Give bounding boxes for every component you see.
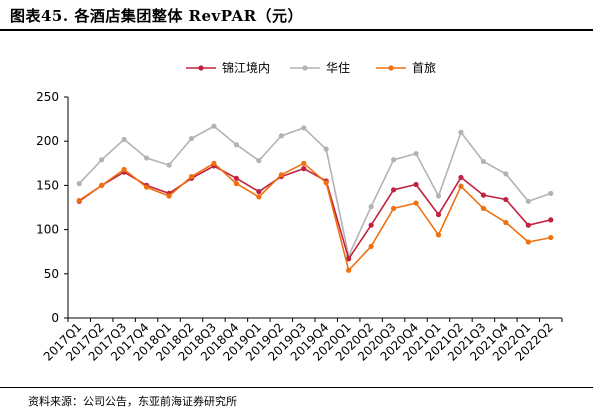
legend-marker-锦江境内 xyxy=(198,65,204,71)
y-tick-label-0: 0 xyxy=(51,311,59,325)
data-point-华住-2018Q3 xyxy=(211,123,217,129)
data-point-首旅-2020Q3 xyxy=(390,205,397,211)
data-point-华住-2019Q4 xyxy=(323,146,329,152)
data-point-华住-2019Q3 xyxy=(301,125,307,131)
data-point-华住-2020Q3 xyxy=(390,157,397,163)
data-point-首旅-2019Q1 xyxy=(256,194,262,200)
data-point-首旅-2021Q4 xyxy=(503,219,509,226)
chart-series xyxy=(76,123,554,273)
data-point-首旅-2017Q1 xyxy=(76,197,82,204)
title-divider xyxy=(0,29,593,31)
legend-label-华住: 华住 xyxy=(326,61,350,75)
data-point-锦江境内-2022Q1 xyxy=(525,222,531,228)
data-point-锦江境内-2020Q1 xyxy=(346,256,352,262)
series-line-锦江境内 xyxy=(78,165,551,260)
data-point-锦江境内-2020Q3 xyxy=(390,187,397,193)
data-point-华住-2019Q1 xyxy=(256,158,262,164)
data-point-锦江境内-2019Q3 xyxy=(301,166,307,172)
data-point-锦江境内-2021Q1 xyxy=(435,211,442,218)
data-point-锦江境内-2019Q1 xyxy=(256,188,262,195)
legend-marker-华住 xyxy=(302,65,308,71)
y-tick-label-250: 250 xyxy=(36,90,59,104)
data-point-华住-2021Q1 xyxy=(435,193,442,199)
data-point-首旅-2017Q2 xyxy=(99,182,105,188)
data-point-华住-2022Q1 xyxy=(525,198,531,204)
data-point-锦江境内-2022Q2 xyxy=(548,217,554,223)
data-point-华住-2017Q1 xyxy=(76,181,82,187)
source-note: 资料来源：公司公告，东亚前海证券研究所 xyxy=(28,395,237,408)
data-point-华住-2018Q1 xyxy=(166,162,172,168)
legend-label-首旅: 首旅 xyxy=(412,61,436,75)
chart-legend: 锦江境内 华住 首旅 xyxy=(186,60,436,75)
data-point-华住-2020Q4 xyxy=(413,150,419,157)
data-point-首旅-2021Q3 xyxy=(480,205,487,211)
data-point-锦江境内-2020Q4 xyxy=(413,181,419,188)
data-point-首旅-2019Q4 xyxy=(323,180,329,186)
y-tick-label-50: 50 xyxy=(44,267,59,281)
series-line-华住 xyxy=(78,125,552,257)
data-point-首旅-2017Q3 xyxy=(121,166,127,173)
chart-title: 图表45. 各酒店集团整体 RevPAR（元） xyxy=(10,7,304,25)
data-point-锦江境内-2020Q2 xyxy=(368,222,374,228)
data-point-锦江境内-2021Q3 xyxy=(480,192,487,198)
data-point-首旅-2022Q2 xyxy=(548,234,554,241)
legend-marker-首旅 xyxy=(388,65,394,71)
data-point-华住-2019Q2 xyxy=(278,133,284,139)
data-point-首旅-2017Q4 xyxy=(143,184,150,190)
legend-label-锦江境内: 锦江境内 xyxy=(222,60,270,75)
data-point-首旅-2021Q1 xyxy=(435,232,442,238)
data-point-首旅-2018Q3 xyxy=(211,160,217,166)
data-point-首旅-2022Q1 xyxy=(525,239,531,245)
y-tick-label-150: 150 xyxy=(36,178,59,192)
data-point-首旅-2018Q1 xyxy=(166,193,172,199)
data-point-华住-2017Q4 xyxy=(143,155,150,161)
data-point-华住-2021Q3 xyxy=(480,158,487,165)
y-tick-label-200: 200 xyxy=(36,134,59,148)
footer-divider xyxy=(0,387,593,388)
chart-axes: 0501001502002502017Q12017Q22017Q32017Q42… xyxy=(36,90,563,364)
data-point-首旅-2018Q4 xyxy=(233,181,240,187)
data-point-首旅-2018Q2 xyxy=(188,173,195,180)
data-point-首旅-2019Q2 xyxy=(278,172,284,178)
data-point-华住-2018Q4 xyxy=(233,142,240,148)
y-tick-label-100: 100 xyxy=(36,223,59,237)
data-point-华住-2022Q2 xyxy=(548,190,554,196)
data-point-首旅-2019Q3 xyxy=(301,160,307,166)
data-point-首旅-2021Q2 xyxy=(458,183,464,189)
data-point-华住-2021Q2 xyxy=(458,129,464,135)
data-point-首旅-2020Q4 xyxy=(413,200,419,206)
data-point-锦江境内-2021Q4 xyxy=(503,196,509,203)
data-point-首旅-2020Q2 xyxy=(368,243,374,249)
data-point-锦江境内-2018Q4 xyxy=(233,175,240,181)
series-line-首旅 xyxy=(78,162,551,272)
data-point-华住-2018Q2 xyxy=(188,135,195,142)
revpar-line-chart: 锦江境内 华住 首旅 0501001502002502017Q12017Q22017… xyxy=(36,60,563,364)
data-point-华住-2017Q2 xyxy=(99,157,105,163)
data-point-首旅-2020Q1 xyxy=(346,267,352,273)
data-point-华住-2020Q2 xyxy=(368,204,374,210)
data-point-华住-2021Q4 xyxy=(503,171,509,177)
data-point-锦江境内-2021Q2 xyxy=(458,174,464,181)
data-point-华住-2017Q3 xyxy=(121,136,127,143)
